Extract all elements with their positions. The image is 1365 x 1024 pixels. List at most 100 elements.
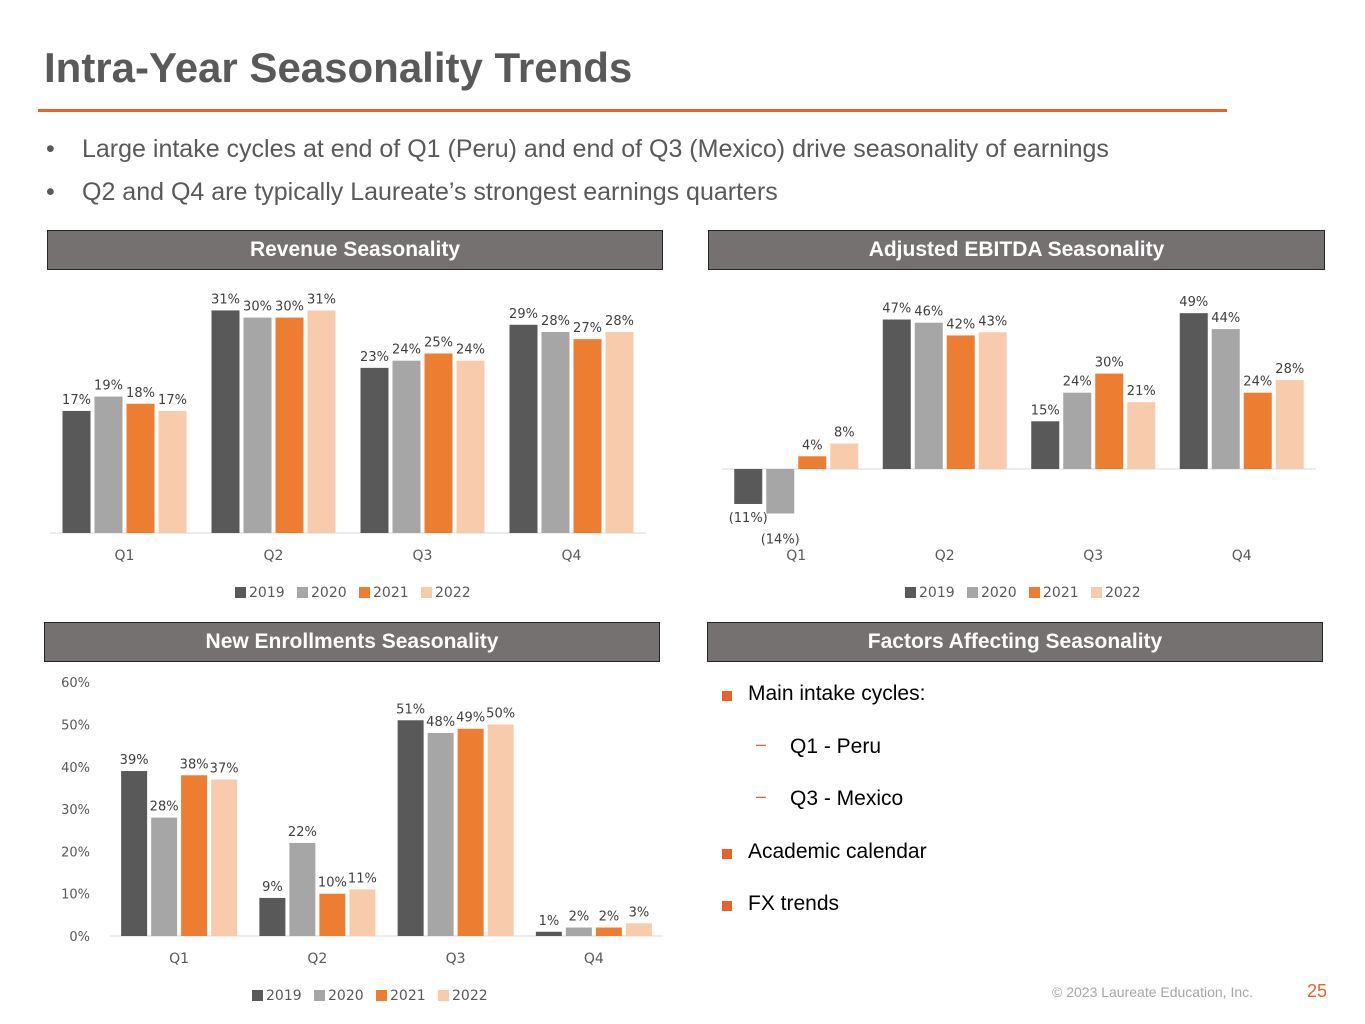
bar-2020-q4 <box>565 927 592 936</box>
data-label: 1% <box>539 914 560 929</box>
category-label: Q4 <box>584 951 604 967</box>
bar-2022-q2 <box>307 310 336 533</box>
category-label: Q2 <box>307 951 327 967</box>
y-tick-label: 40% <box>61 761 90 776</box>
data-label: 24% <box>1243 375 1272 390</box>
data-label: 46% <box>914 305 943 320</box>
data-label: 31% <box>211 292 240 307</box>
legend-label: 2020 <box>328 988 364 1004</box>
bar-2021-q4 <box>573 339 602 533</box>
category-label: Q1 <box>786 548 806 564</box>
legend-swatch-2021 <box>1029 587 1040 598</box>
category-label: Q1 <box>115 548 135 564</box>
legend-label: 2021 <box>1043 585 1079 601</box>
legend-swatch-2019 <box>905 587 916 598</box>
bar-2022-q3 <box>1127 402 1156 469</box>
legend-label: 2022 <box>452 988 488 1004</box>
legend-label: 2022 <box>1105 585 1141 601</box>
bar-2019-q3 <box>397 720 424 936</box>
data-label: 9% <box>262 880 283 895</box>
bar-2022-q2 <box>349 889 376 936</box>
bar-2022-q1 <box>830 443 859 469</box>
legend-label: 2019 <box>266 988 302 1004</box>
data-label: 49% <box>456 711 485 726</box>
bar-2020-q4 <box>541 331 570 533</box>
legend-label: 2020 <box>981 585 1017 601</box>
bullet-square-icon <box>722 691 732 701</box>
data-label: 24% <box>392 343 421 358</box>
bar-2019-q1 <box>121 771 148 936</box>
data-label: 50% <box>486 707 515 722</box>
data-label: (11%) <box>729 511 768 526</box>
legend-label: 2020 <box>311 585 347 601</box>
data-label: 24% <box>1063 375 1092 390</box>
legend-swatch-2021 <box>376 990 387 1001</box>
bar-2020-q2 <box>289 842 316 936</box>
legend-label: 2021 <box>373 585 409 601</box>
category-label: Q3 <box>413 548 433 564</box>
bar-2020-q3 <box>392 360 421 533</box>
bullet-dot: • <box>46 135 55 163</box>
legend-swatch-2022 <box>438 990 449 1001</box>
category-label: Q3 <box>446 951 466 967</box>
bar-2019-q4 <box>1179 313 1208 469</box>
bar-2022-q4 <box>1275 379 1304 469</box>
bar-2020-q2 <box>914 322 943 469</box>
page-title: Intra-Year Seasonality Trends <box>44 44 633 91</box>
data-label: 37% <box>210 761 239 776</box>
bar-2022-q4 <box>625 923 652 936</box>
category-label: Q2 <box>935 548 955 564</box>
factor-text: Academic calendar <box>748 840 927 863</box>
y-tick-label: 0% <box>69 930 90 945</box>
y-tick-label: 60% <box>61 676 90 691</box>
revenue-panel-header: Revenue Seasonality <box>47 230 663 270</box>
factor-subitem: – Q1 - Peru <box>756 734 881 759</box>
legend-swatch-2020 <box>967 587 978 598</box>
data-label: 28% <box>150 800 179 815</box>
bar-2021-q2 <box>275 317 304 533</box>
bar-2020-q1 <box>94 396 123 533</box>
bar-2020-q1 <box>151 817 178 936</box>
summary-bullet: • Q2 and Q4 are typically Laureate’s str… <box>46 173 1109 216</box>
y-tick-label: 30% <box>61 803 90 818</box>
factor-text: Q3 - Mexico <box>790 787 904 810</box>
data-label: 17% <box>62 393 91 408</box>
data-label: 21% <box>1127 384 1156 399</box>
bar-2019-q4 <box>535 931 562 936</box>
legend-label: 2021 <box>390 988 426 1004</box>
summary-bullets: • Large intake cycles at end of Q1 (Peru… <box>46 130 1109 216</box>
bar-2020-q4 <box>1211 329 1240 469</box>
factors-panel-header: Factors Affecting Seasonality <box>707 622 1323 662</box>
data-label: 31% <box>307 292 336 307</box>
data-label: 42% <box>946 317 975 332</box>
bar-2022-q3 <box>487 724 514 936</box>
category-label: Q4 <box>1232 548 1252 564</box>
legend-swatch-2020 <box>314 990 325 1001</box>
legend-label: 2019 <box>249 585 285 601</box>
bar-2021-q3 <box>1095 373 1124 469</box>
bar-2022-q2 <box>978 332 1007 469</box>
bar-2019-q2 <box>211 310 240 533</box>
data-label: 23% <box>360 350 389 365</box>
bullet-dot: • <box>46 178 55 206</box>
bullet-square-icon <box>722 849 732 859</box>
factor-item: Academic calendar <box>722 840 927 864</box>
y-tick-label: 10% <box>61 888 90 903</box>
data-label: 28% <box>605 314 634 329</box>
data-label: 11% <box>348 871 377 886</box>
data-label: 47% <box>882 302 911 317</box>
data-label: 30% <box>275 300 304 315</box>
data-label: 4% <box>802 438 823 453</box>
y-tick-label: 50% <box>61 719 90 734</box>
data-label: 3% <box>629 905 650 920</box>
data-label: 48% <box>426 715 455 730</box>
bar-2019-q4 <box>509 324 538 533</box>
bar-2021-q1 <box>181 775 208 936</box>
bar-2020-q3 <box>427 732 454 936</box>
copyright-footer: © 2023 Laureate Education, Inc. <box>1052 984 1254 1000</box>
bar-2022-q3 <box>456 360 485 533</box>
factor-text: FX trends <box>748 892 840 915</box>
bullet-square-icon <box>722 901 732 911</box>
bar-2021-q1 <box>126 403 155 533</box>
